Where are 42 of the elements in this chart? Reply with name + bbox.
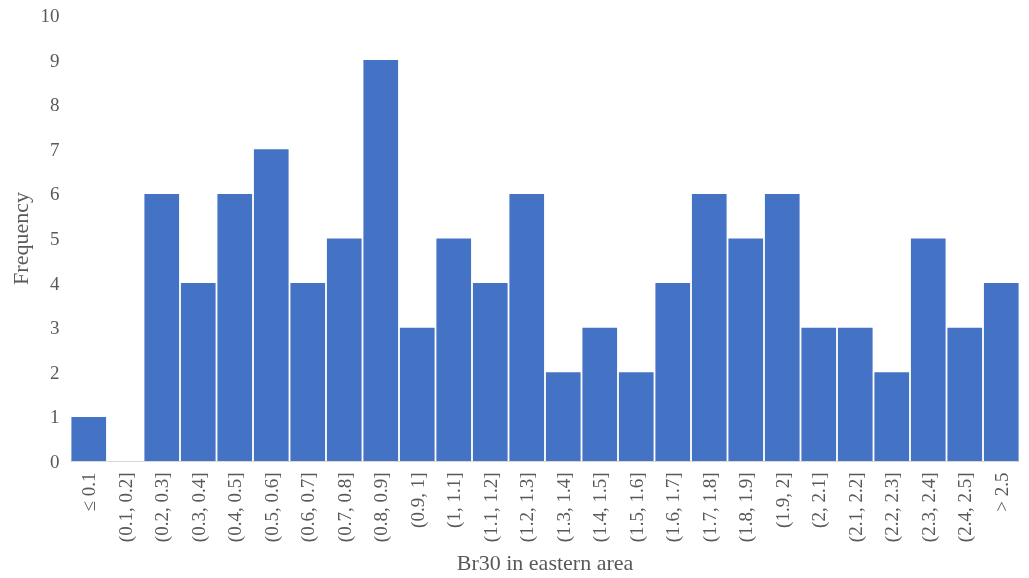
x-tick-label: (0.1, 0.2]	[114, 472, 137, 543]
x-tick-label: (0.5, 0.6]	[260, 472, 283, 543]
y-tick-label: 3	[50, 317, 60, 339]
x-tick-label: (1.1, 1.2]	[479, 472, 502, 543]
y-tick-label: 5	[50, 228, 60, 249]
x-tick-label: (1.8, 1.9]	[735, 472, 758, 543]
x-tick-label: (2.3, 2.4]	[917, 472, 940, 543]
y-tick-label: 0	[50, 451, 60, 472]
y-tick-label: 10	[40, 5, 60, 26]
y-tick-label: 7	[50, 138, 60, 160]
x-tick-label: (1.4, 1.5]	[589, 472, 612, 543]
x-tick-label: (0.9, 1]	[406, 472, 429, 528]
x-tick-label: (1.7, 1.8]	[698, 472, 721, 543]
x-tick-label: (1.9, 2]	[771, 472, 794, 528]
y-tick-label: 2	[50, 361, 60, 383]
y-tick-label: 8	[50, 94, 60, 116]
bar	[144, 193, 180, 462]
y-tick-label: 4	[50, 272, 60, 294]
x-tick-label: (2.1, 2.2]	[844, 472, 867, 543]
x-tick-label: (0.2, 0.3]	[151, 472, 174, 543]
x-tick-label: (0.8, 0.9]	[370, 472, 393, 543]
x-tick-label: (0.4, 0.5]	[224, 472, 247, 543]
x-tick-label: ≤ 0.1	[78, 472, 100, 512]
x-tick-label: (1.6, 1.7]	[662, 472, 685, 543]
x-tick-label: (0.7, 0.8]	[333, 472, 356, 543]
x-tick-label: (0.6, 0.7]	[297, 472, 320, 543]
y-tick-label: 6	[50, 183, 60, 205]
x-tick-label: (2, 2.1]	[808, 472, 831, 528]
x-tick-label: (1.3, 1.4]	[552, 472, 575, 543]
x-tick-label: (2.2, 2.3]	[881, 472, 904, 543]
bar	[983, 283, 1019, 462]
bar	[71, 416, 107, 462]
x-tick-label: (1.2, 1.3]	[516, 472, 539, 543]
x-tick-label: (0.3, 0.4]	[187, 472, 210, 543]
x-tick-label: (1, 1.1]	[443, 472, 466, 528]
x-axis-title: Br30 in eastern area	[456, 550, 634, 576]
x-tick-label: (2.4, 2.5]	[954, 472, 977, 543]
y-axis-title: Frequency	[7, 192, 33, 285]
y-tick-label: 9	[50, 49, 60, 71]
y-tick-label: 1	[50, 406, 60, 428]
x-tick-label: > 2.5	[990, 472, 1012, 512]
x-tick-label: (1.5, 1.6]	[625, 472, 648, 543]
